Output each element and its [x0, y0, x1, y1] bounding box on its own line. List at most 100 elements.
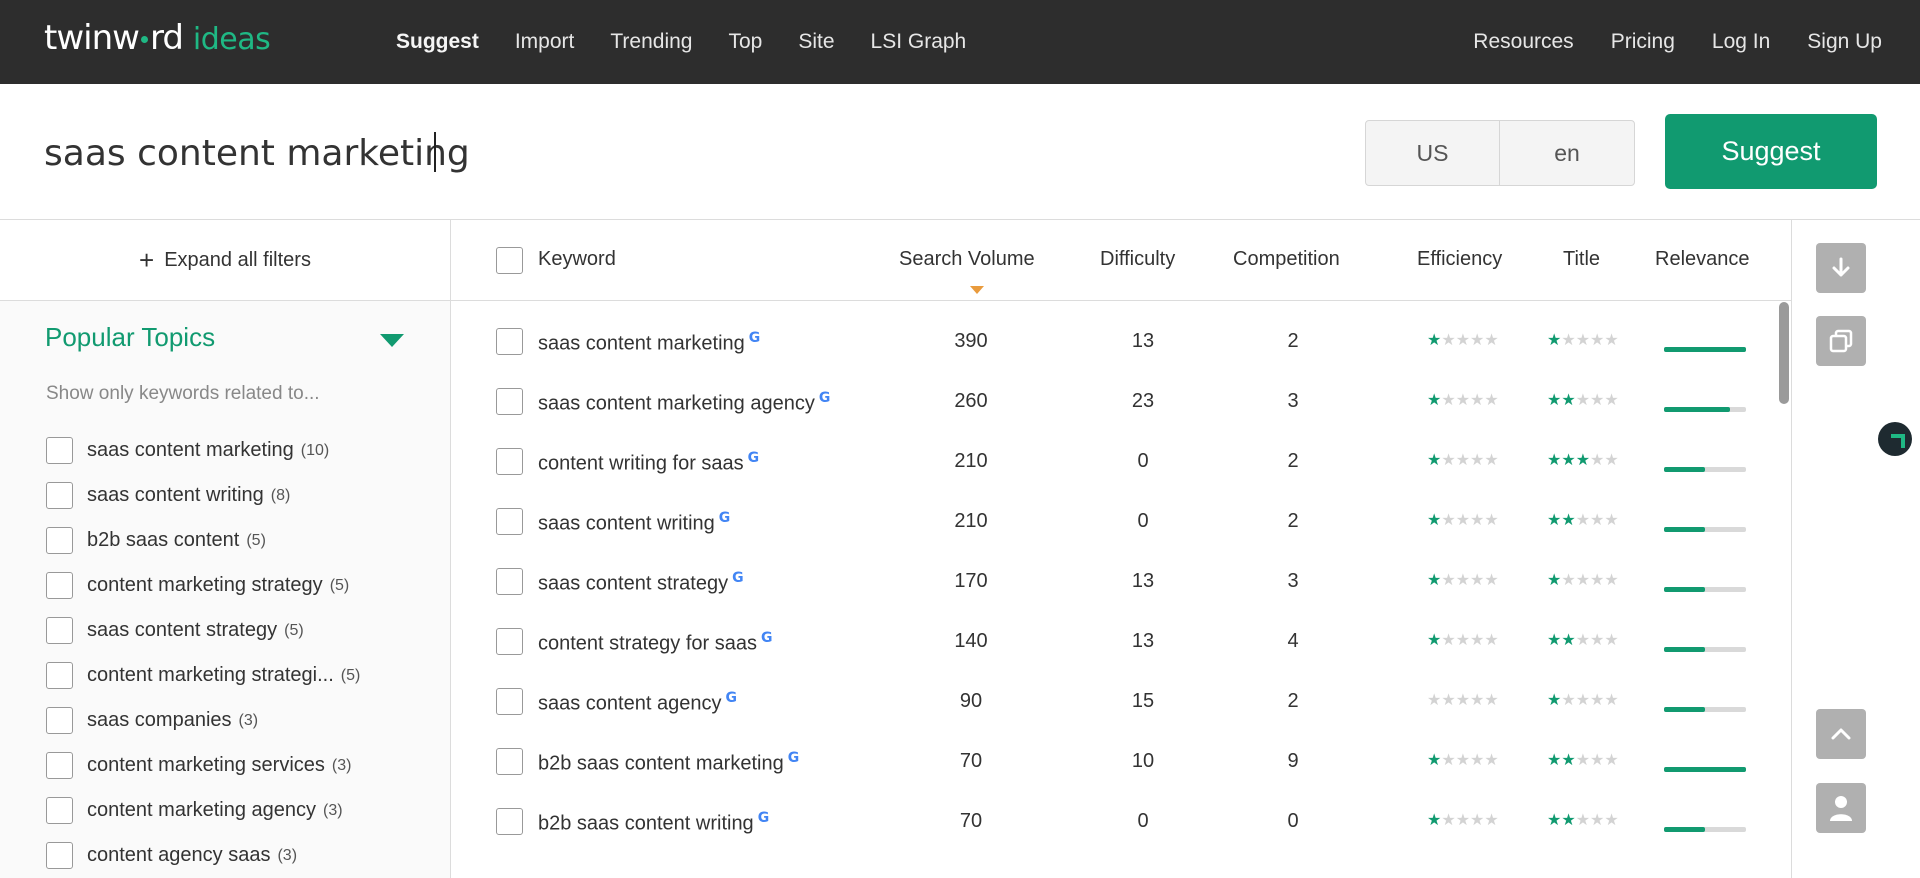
- topic-checkbox[interactable]: [46, 797, 73, 824]
- country-select[interactable]: US: [1366, 121, 1500, 185]
- google-icon[interactable]: G: [757, 810, 770, 826]
- topic-filter-item[interactable]: content marketing services (3): [46, 743, 360, 788]
- keyword-cell[interactable]: b2b saas content marketing G: [538, 750, 800, 775]
- nav-login[interactable]: Log In: [1711, 30, 1771, 53]
- keyword-cell[interactable]: saas content writing G: [538, 510, 731, 535]
- table-row[interactable]: b2b saas content writing G 70 0 0 ★★★★★ ★★★★★: [451, 790, 1791, 850]
- google-icon[interactable]: G: [748, 330, 761, 346]
- header-keyword[interactable]: Keyword: [538, 248, 616, 270]
- topic-filter-item[interactable]: content marketing strategi... (5): [46, 653, 360, 698]
- copy-button[interactable]: [1816, 316, 1866, 366]
- search-input[interactable]: [44, 120, 1294, 186]
- row-checkbox[interactable]: [496, 568, 523, 595]
- header-efficiency[interactable]: Efficiency: [1417, 248, 1503, 270]
- google-icon[interactable]: G: [725, 690, 737, 706]
- topic-checkbox[interactable]: [46, 527, 73, 554]
- table-scrollbar[interactable]: [1779, 302, 1789, 404]
- select-all-checkbox[interactable]: [496, 247, 523, 274]
- nav-suggest[interactable]: Suggest: [396, 30, 479, 53]
- table-row[interactable]: saas content marketing agency G 260 23 3 ★★★★…: [451, 370, 1791, 430]
- topic-checkbox[interactable]: [46, 662, 73, 689]
- topic-checkbox[interactable]: [46, 617, 73, 644]
- topic-filter-item[interactable]: saas content strategy (5): [46, 608, 360, 653]
- keyword-cell[interactable]: saas content strategy G: [538, 570, 744, 595]
- topic-filter-item[interactable]: saas content writing (8): [46, 473, 360, 518]
- nav-lsi-graph[interactable]: LSI Graph: [870, 30, 967, 53]
- table-row[interactable]: content strategy for saas G 140 13 4 ★★★★★ ★★★…: [451, 610, 1791, 670]
- google-icon[interactable]: G: [718, 510, 731, 526]
- topic-filter-item[interactable]: content marketing agency (3): [46, 788, 360, 833]
- nav-top[interactable]: Top: [728, 30, 763, 53]
- topic-filter-item[interactable]: content agency saas (3): [46, 833, 360, 878]
- topic-filter-item[interactable]: saas content marketing (10): [46, 428, 360, 473]
- row-checkbox[interactable]: [496, 388, 523, 415]
- chat-widget-icon[interactable]: [1878, 422, 1912, 456]
- google-icon[interactable]: G: [732, 570, 744, 586]
- expand-filters-label: Expand all filters: [164, 248, 311, 271]
- google-icon[interactable]: G: [818, 390, 831, 406]
- topic-checkbox[interactable]: [46, 437, 73, 464]
- row-checkbox[interactable]: [496, 508, 523, 535]
- keyword-cell[interactable]: b2b saas content writing G: [538, 810, 770, 835]
- keyword-cell[interactable]: saas content marketing agency G: [538, 390, 831, 415]
- google-icon[interactable]: G: [747, 450, 760, 466]
- row-checkbox[interactable]: [496, 808, 523, 835]
- efficiency-stars: ★★★★★: [1427, 452, 1499, 469]
- download-button[interactable]: [1816, 243, 1866, 293]
- table-row[interactable]: saas content agency G 90 15 2 ★★★★★ ★★★★★: [451, 670, 1791, 730]
- topic-checkbox[interactable]: [46, 842, 73, 869]
- topic-checkbox[interactable]: [46, 572, 73, 599]
- expand-filters-button[interactable]: + Expand all filters: [0, 220, 450, 301]
- collapse-triangle-icon[interactable]: [380, 334, 404, 347]
- header-title[interactable]: Title: [1563, 248, 1601, 270]
- efficiency-stars: ★★★★★: [1427, 752, 1499, 769]
- nav-trending[interactable]: Trending: [610, 30, 693, 53]
- title-stars: ★★★★★: [1547, 572, 1619, 589]
- table-row[interactable]: content writing for saas G 210 0 2 ★★★★★ ★★★★★: [451, 430, 1791, 490]
- keyword-cell[interactable]: saas content agency G: [538, 690, 737, 715]
- keyword-cell[interactable]: content writing for saas G: [538, 450, 760, 475]
- topic-checkbox[interactable]: [46, 752, 73, 779]
- main-nav: Suggest Import Trending Top Site LSI Gra…: [396, 0, 1002, 84]
- topic-list: saas content marketing (10) saas content w…: [46, 428, 360, 878]
- keyword-cell[interactable]: content strategy for saas G: [538, 630, 773, 655]
- table-row[interactable]: b2b saas content marketing G 70 10 9 ★★★★★ ★★★…: [451, 730, 1791, 790]
- difficulty-cell: 13: [1131, 630, 1155, 652]
- row-checkbox[interactable]: [496, 328, 523, 355]
- user-button[interactable]: [1816, 783, 1866, 833]
- row-checkbox[interactable]: [496, 748, 523, 775]
- header-difficulty[interactable]: Difficulty: [1100, 248, 1176, 270]
- topic-checkbox[interactable]: [46, 482, 73, 509]
- topic-filter-item[interactable]: saas companies (3): [46, 698, 360, 743]
- keyword-cell[interactable]: saas content marketing G: [538, 330, 761, 355]
- table-row[interactable]: saas content marketing G 390 13 2 ★★★★★ ★★★★★: [451, 310, 1791, 370]
- scroll-top-button[interactable]: [1816, 709, 1866, 759]
- google-icon[interactable]: G: [787, 750, 800, 766]
- google-icon[interactable]: G: [761, 630, 773, 646]
- difficulty-cell: 0: [1137, 450, 1149, 472]
- topic-checkbox[interactable]: [46, 707, 73, 734]
- topic-filter-item[interactable]: content marketing strategy (5): [46, 563, 360, 608]
- topic-count: (3): [238, 711, 259, 729]
- nav-pricing[interactable]: Pricing: [1610, 30, 1675, 53]
- header-search-volume[interactable]: Search Volume: [899, 248, 1035, 270]
- row-checkbox[interactable]: [496, 628, 523, 655]
- table-row[interactable]: saas content writing G 210 0 2 ★★★★★ ★★★★★: [451, 490, 1791, 550]
- nav-resources[interactable]: Resources: [1473, 30, 1574, 53]
- suggest-button[interactable]: Suggest: [1665, 114, 1877, 189]
- row-checkbox[interactable]: [496, 688, 523, 715]
- language-select[interactable]: en: [1554, 139, 1580, 166]
- header-relevance[interactable]: Relevance: [1655, 248, 1750, 270]
- topic-count: (8): [270, 486, 291, 504]
- locale-selector: US en: [1365, 120, 1635, 186]
- topic-filter-item[interactable]: b2b saas content (5): [46, 518, 360, 563]
- nav-site[interactable]: Site: [798, 30, 835, 53]
- logo[interactable]: twinw rd ideas: [44, 18, 271, 58]
- topic-label: content marketing strategy: [87, 574, 323, 596]
- header-competition[interactable]: Competition: [1233, 248, 1340, 270]
- nav-import[interactable]: Import: [514, 30, 575, 53]
- table-row[interactable]: saas content strategy G 170 13 3 ★★★★★ ★★★★★: [451, 550, 1791, 610]
- nav-signup[interactable]: Sign Up: [1807, 30, 1882, 53]
- row-checkbox[interactable]: [496, 448, 523, 475]
- difficulty-cell: 13: [1131, 330, 1155, 352]
